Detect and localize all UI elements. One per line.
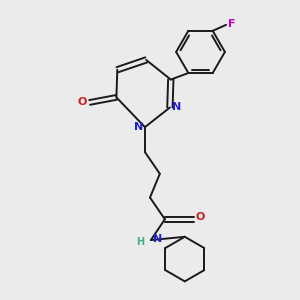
Text: N: N <box>172 103 181 112</box>
Text: H: H <box>136 236 144 247</box>
Text: O: O <box>196 212 205 222</box>
Text: O: O <box>78 98 87 107</box>
Text: N: N <box>153 234 162 244</box>
Text: F: F <box>228 19 236 29</box>
Text: N: N <box>134 122 143 132</box>
